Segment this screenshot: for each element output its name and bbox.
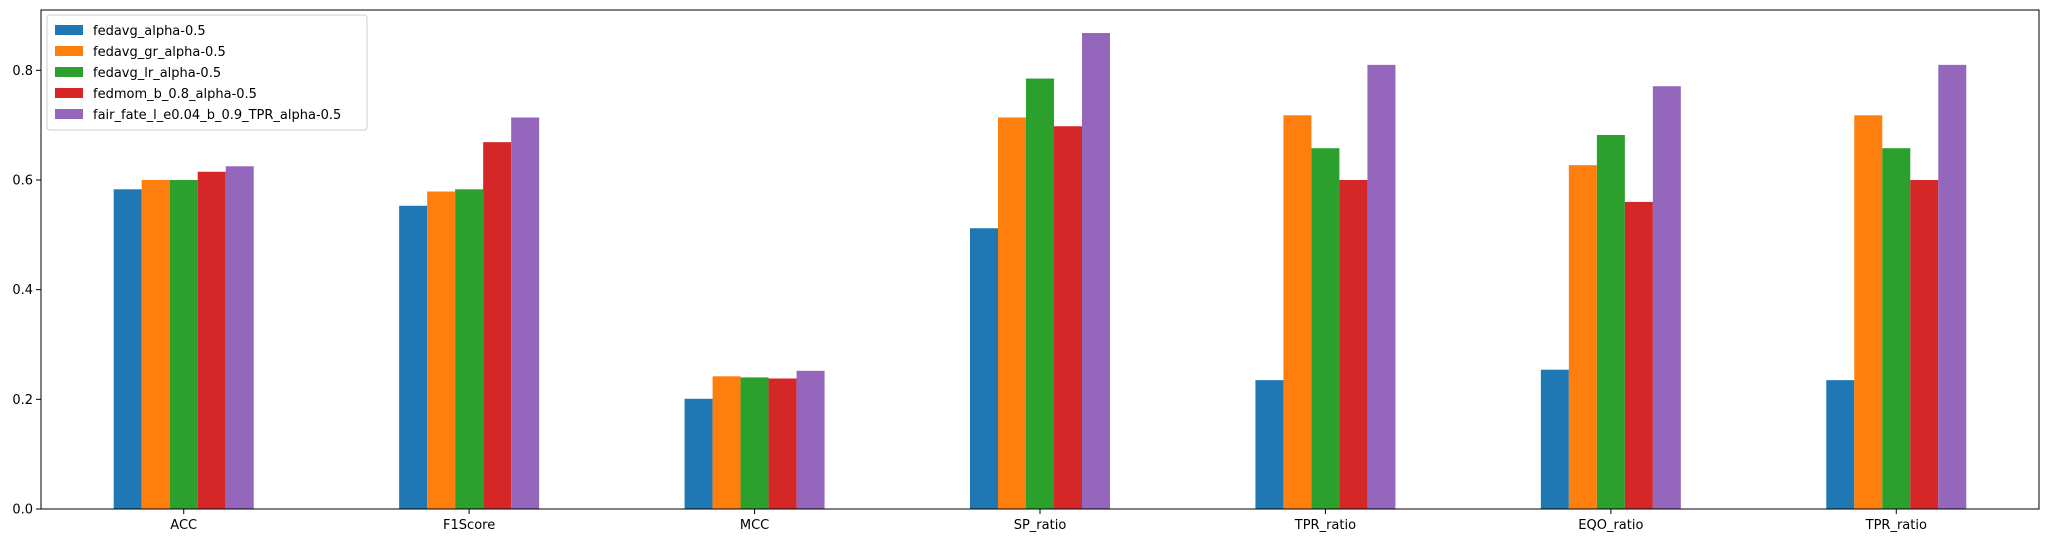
bar-fedavg_lr_alpha-0.5-EQO_ratio — [1596, 135, 1625, 509]
bar-fair_fate_l_e0.04_b_0.9_TPR_alpha-0.5-MCC — [796, 370, 825, 509]
bar-fair_fate_l_e0.04_b_0.9_TPR_alpha-0.5-F1Score — [511, 117, 540, 509]
bar-fedavg_alpha-0.5-TPR_ratio — [1826, 380, 1855, 509]
legend-label: fedavg_lr_alpha-0.5 — [93, 66, 221, 81]
bar-fedmom_b_0.8_alpha-0.5-EQO_ratio — [1624, 201, 1653, 510]
bar-fedmom_b_0.8_alpha-0.5-SP_ratio — [1054, 126, 1082, 509]
legend-label: fair_fate_l_e0.04_b_0.9_TPR_alpha-0.5 — [93, 108, 341, 123]
y-axis: 0.0 0.2 0.4 0.6 0.8 — [12, 64, 41, 518]
legend-swatch — [55, 109, 83, 119]
legend-swatch — [55, 46, 83, 56]
legend-box — [46, 14, 368, 131]
bar-fedmom_b_0.8_alpha-0.5-TPR_ratio — [1339, 179, 1368, 510]
bar-fedavg_lr_alpha-0.5-MCC — [740, 377, 769, 509]
legend-label: fedmom_b_0.8_alpha-0.5 — [93, 87, 257, 102]
bar-fedmom_b_0.8_alpha-0.5-ACC — [197, 171, 226, 509]
bar-fair_fate_l_e0.04_b_0.9_TPR_alpha-0.5-TPR_ratio — [1367, 64, 1396, 509]
y-tick-label: 0.6 — [12, 173, 33, 188]
x-tick-label: F1Score — [443, 518, 495, 533]
y-tick-label: 0.2 — [12, 393, 33, 408]
bar-fedavg_alpha-0.5-F1Score — [399, 205, 428, 509]
legend-swatch — [55, 25, 83, 35]
bar-fedavg_gr_alpha-0.5-ACC — [141, 179, 170, 510]
y-tick-label: 0.4 — [12, 283, 33, 298]
x-tick-label: EQO_ratio — [1578, 518, 1643, 533]
x-tick-label: SP_ratio — [1014, 518, 1067, 533]
legend-label: fedavg_gr_alpha-0.5 — [93, 45, 226, 60]
legend-label: fedavg_alpha-0.5 — [93, 24, 206, 39]
bar-fedavg_gr_alpha-0.5-MCC — [712, 376, 741, 509]
bar-fedavg_alpha-0.5-TPR_ratio — [1255, 380, 1284, 509]
legend-swatch — [55, 67, 83, 77]
legend-swatch — [55, 88, 83, 98]
x-tick-label: ACC — [170, 518, 197, 533]
bar-fedavg_alpha-0.5-ACC — [113, 189, 142, 509]
bar-fair_fate_l_e0.04_b_0.9_TPR_alpha-0.5-ACC — [225, 166, 254, 509]
bar-fedmom_b_0.8_alpha-0.5-F1Score — [483, 142, 512, 509]
bar-fedavg_lr_alpha-0.5-F1Score — [455, 189, 484, 509]
bar-fedavg_gr_alpha-0.5-SP_ratio — [998, 117, 1026, 509]
x-tick-label: TPR_ratio — [1294, 518, 1356, 533]
y-tick-label: 0.0 — [12, 503, 33, 518]
bar-fedavg_lr_alpha-0.5-SP_ratio — [1026, 78, 1054, 509]
x-tick-label: MCC — [740, 518, 769, 533]
bar-fedavg_lr_alpha-0.5-ACC — [169, 179, 198, 510]
bar-fedavg_lr_alpha-0.5-TPR_ratio — [1311, 148, 1340, 509]
bar-fedmom_b_0.8_alpha-0.5-MCC — [768, 378, 797, 509]
bar-fedavg_gr_alpha-0.5-F1Score — [427, 191, 456, 509]
plot-frame — [40, 9, 2040, 510]
bar-fair_fate_l_e0.04_b_0.9_TPR_alpha-0.5-EQO_ratio — [1652, 86, 1681, 509]
y-tick-label: 0.8 — [12, 64, 33, 79]
x-tick-label: TPR_ratio — [1865, 518, 1927, 533]
bar-fedavg_alpha-0.5-MCC — [684, 398, 713, 509]
bar-fedavg_gr_alpha-0.5-TPR_ratio — [1283, 115, 1312, 509]
bar-fedavg_alpha-0.5-SP_ratio — [970, 228, 998, 510]
bar-fedavg_gr_alpha-0.5-EQO_ratio — [1568, 165, 1597, 509]
bar-fedavg_lr_alpha-0.5-TPR_ratio — [1882, 148, 1911, 509]
legend: fedavg_alpha-0.5 fedavg_gr_alpha-0.5fedav… — [46, 14, 368, 131]
bars-group — [113, 33, 1967, 510]
bar-fedavg_gr_alpha-0.5-TPR_ratio — [1854, 115, 1883, 509]
x-axis: ACC F1Score MCC SP_ratio TPR_ratio EQO_ratio T… — [170, 509, 1927, 533]
bar-fair_fate_l_e0.04_b_0.9_TPR_alpha-0.5-TPR_ratio — [1938, 64, 1967, 509]
bar-fedavg_alpha-0.5-EQO_ratio — [1540, 369, 1569, 509]
bar-fair_fate_l_e0.04_b_0.9_TPR_alpha-0.5-SP_ratio — [1082, 33, 1110, 509]
bar-fedmom_b_0.8_alpha-0.5-TPR_ratio — [1910, 179, 1939, 510]
